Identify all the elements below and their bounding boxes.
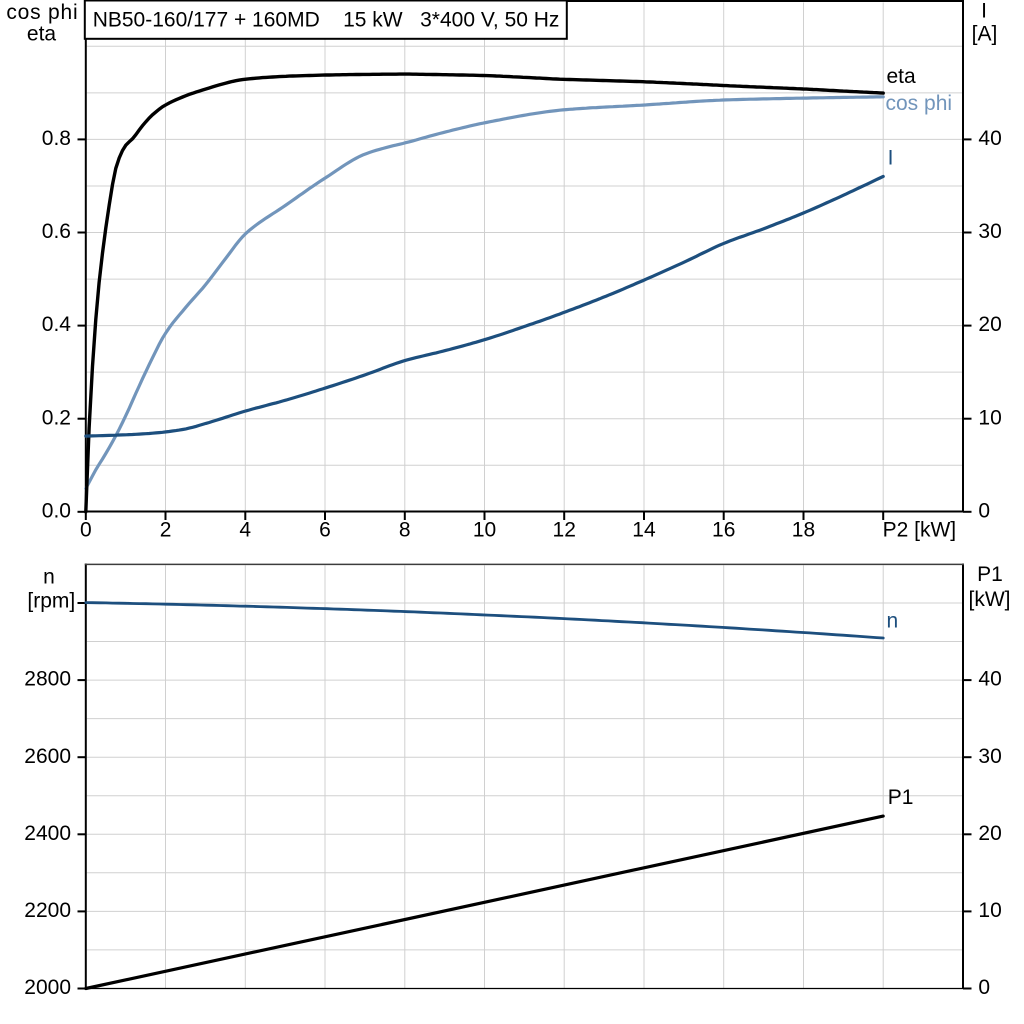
svg-text:cos phi: cos phi [6, 1, 78, 24]
svg-text:cos phi: cos phi [886, 92, 953, 115]
svg-text:eta: eta [887, 65, 917, 88]
svg-text:30: 30 [978, 220, 1001, 243]
svg-text:NB50-160/177 + 160MD 15 kW: NB50-160/177 + 160MD 15 kW 3*400 V, 50 H… [93, 9, 560, 32]
svg-text:P1: P1 [977, 563, 1003, 586]
svg-text:2: 2 [160, 519, 172, 542]
svg-text:18: 18 [792, 519, 815, 542]
svg-text:I: I [981, 0, 987, 23]
svg-text:eta: eta [27, 23, 57, 46]
svg-text:P1: P1 [888, 786, 914, 809]
svg-text:0: 0 [978, 499, 990, 522]
svg-text:I: I [888, 147, 894, 170]
svg-text:20: 20 [978, 822, 1001, 845]
svg-text:14: 14 [632, 519, 656, 542]
svg-text:n: n [887, 610, 899, 633]
svg-text:10: 10 [473, 519, 496, 542]
svg-text:40: 40 [978, 127, 1001, 150]
svg-text:0.8: 0.8 [42, 127, 71, 150]
svg-text:0: 0 [80, 519, 92, 542]
svg-text:[kW]: [kW] [969, 588, 1011, 611]
svg-text:10: 10 [978, 899, 1001, 922]
svg-text:0.4: 0.4 [42, 313, 72, 336]
svg-text:0.6: 0.6 [42, 220, 71, 243]
svg-text:0.2: 0.2 [42, 406, 71, 429]
svg-text:10: 10 [978, 406, 1001, 429]
svg-text:2800: 2800 [24, 668, 71, 691]
svg-text:[A]: [A] [972, 22, 998, 45]
svg-text:20: 20 [978, 313, 1001, 336]
svg-text:12: 12 [553, 519, 576, 542]
svg-text:2600: 2600 [24, 745, 71, 768]
svg-text:30: 30 [978, 745, 1001, 768]
svg-text:4: 4 [239, 519, 251, 542]
svg-text:16: 16 [712, 519, 735, 542]
svg-text:P2 [kW]: P2 [kW] [883, 519, 957, 542]
svg-text:40: 40 [978, 668, 1001, 691]
svg-text:0: 0 [978, 976, 990, 999]
svg-text:[rpm]: [rpm] [27, 589, 75, 612]
svg-text:2200: 2200 [24, 899, 71, 922]
svg-text:6: 6 [319, 519, 331, 542]
svg-text:8: 8 [399, 519, 411, 542]
svg-text:n: n [43, 566, 55, 589]
svg-text:2000: 2000 [24, 976, 71, 999]
svg-text:0.0: 0.0 [42, 499, 71, 522]
svg-text:2400: 2400 [24, 822, 71, 845]
